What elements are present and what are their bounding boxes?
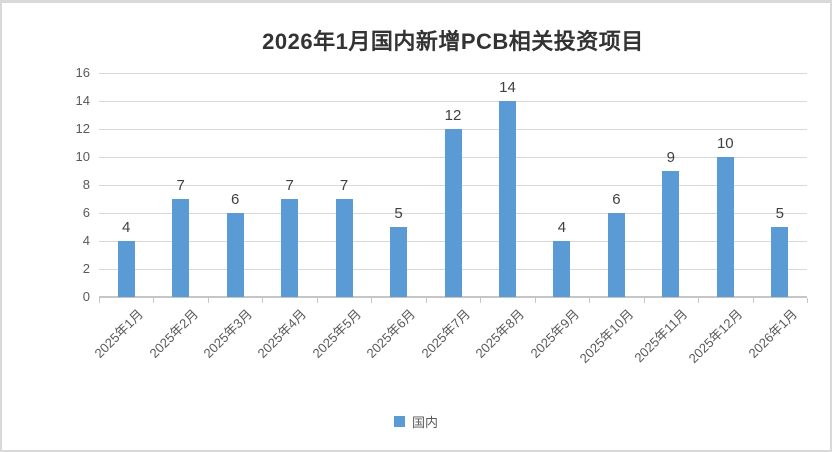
x-axis-tick-label: 2025年1月 <box>91 306 147 361</box>
bar-value-label: 14 <box>499 79 516 96</box>
y-axis-tick-label: 16 <box>75 65 90 80</box>
y-axis-tick-label: 0 <box>82 289 90 304</box>
x-axis-tick-label: 2025年3月 <box>200 306 256 361</box>
legend: 国内 <box>0 412 832 431</box>
legend-swatch-icon <box>393 416 405 427</box>
x-axis-tick-label: 2025年7月 <box>418 306 473 361</box>
x-axis-tick-mark <box>643 298 645 303</box>
x-axis-tick-mark <box>316 298 318 303</box>
x-axis-tick-label: 2025年4月 <box>254 306 310 361</box>
bar <box>771 227 789 297</box>
x-axis-tick-mark <box>99 298 100 303</box>
legend-series-label: 国内 <box>411 415 438 430</box>
bar <box>607 213 625 297</box>
y-axis-tick-label: 14 <box>75 93 90 108</box>
bar-value-label: 9 <box>666 149 676 166</box>
x-axis-tick-label: 2025年8月 <box>472 306 528 361</box>
bar-value-label: 7 <box>285 177 294 194</box>
x-axis-tick-mark <box>262 298 264 303</box>
x-axis-tick-mark <box>534 298 536 303</box>
x-axis-tick-label: 2025年10月 <box>576 306 637 366</box>
bar <box>553 241 571 297</box>
bar <box>281 199 299 297</box>
bar-value-label: 5 <box>775 205 784 222</box>
x-axis-line <box>99 296 807 298</box>
bar <box>172 199 190 297</box>
bar <box>335 199 353 297</box>
bar <box>117 241 135 297</box>
bar-value-label: 10 <box>716 135 734 152</box>
x-axis-tick-mark <box>425 298 427 303</box>
x-axis-tick-label: 2025年12月 <box>685 306 746 366</box>
gridline <box>99 73 807 74</box>
bar-value-label: 5 <box>394 205 403 222</box>
x-axis-tick-label: 2025年11月 <box>631 306 691 366</box>
y-axis-tick-label: 6 <box>82 205 90 220</box>
x-axis-tick-label: 2025年9月 <box>527 306 582 361</box>
x-axis-tick-mark <box>371 298 373 303</box>
bar-value-label: 6 <box>612 191 621 208</box>
bar <box>716 157 734 297</box>
x-axis-tick-mark <box>698 298 700 303</box>
bar-value-label: 7 <box>339 177 349 194</box>
x-axis-tick-mark <box>153 298 155 303</box>
bar-value-label: 6 <box>230 191 240 208</box>
bar-value-label: 12 <box>444 107 462 124</box>
bar <box>444 129 462 297</box>
x-axis-tick-label: 2025年6月 <box>363 306 419 361</box>
x-axis-tick-label: 2026年1月 <box>745 306 800 361</box>
bar <box>662 171 680 297</box>
bar-value-label: 7 <box>176 177 185 194</box>
chart-title: 2026年1月国内新增PCB相关投资项目 <box>262 29 644 54</box>
y-axis-tick-label: 8 <box>82 177 90 192</box>
x-axis-tick-label: 2025年5月 <box>309 306 364 361</box>
x-axis-tick-mark <box>807 298 808 303</box>
x-axis-tick-label: 2025年2月 <box>146 306 201 361</box>
x-axis-tick-mark <box>752 298 754 303</box>
bar <box>390 227 408 297</box>
x-axis-tick-mark <box>589 298 591 303</box>
y-axis-tick-label: 10 <box>75 149 90 164</box>
bar-value-label: 4 <box>122 219 131 236</box>
gridline <box>99 101 807 102</box>
y-axis-tick-label: 2 <box>82 261 90 276</box>
y-axis-tick-label: 12 <box>75 121 90 136</box>
y-axis-tick-label: 4 <box>82 233 90 248</box>
x-axis-tick-mark <box>480 298 482 303</box>
x-axis-tick-mark <box>207 298 209 303</box>
bar-value-label: 4 <box>557 219 567 236</box>
bar <box>226 213 244 297</box>
bar <box>498 101 516 297</box>
